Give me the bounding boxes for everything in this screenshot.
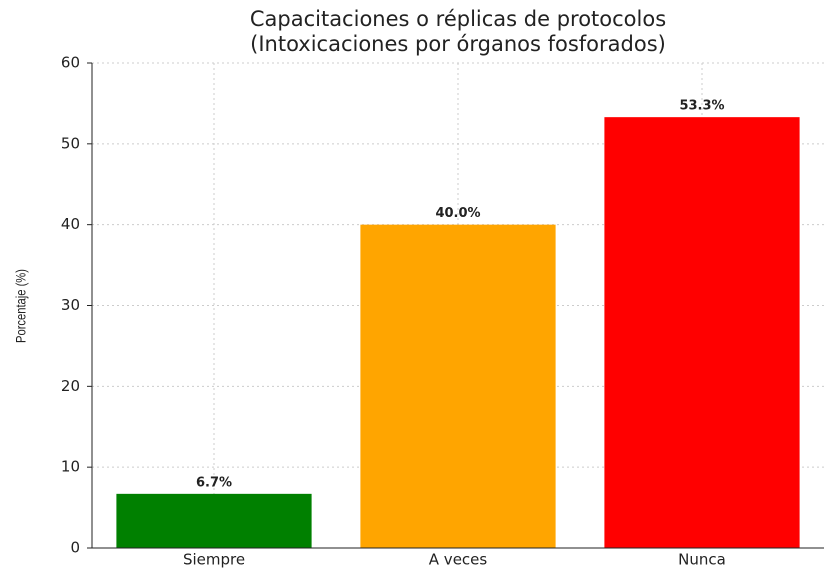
value-label: 40.0% bbox=[435, 206, 480, 221]
y-tick-label: 30 bbox=[61, 296, 80, 314]
bar bbox=[604, 117, 800, 549]
y-tick-label: 20 bbox=[61, 377, 80, 395]
value-label: 6.7% bbox=[196, 475, 232, 490]
y-tick-label: 0 bbox=[70, 539, 80, 557]
y-axis-label: Porcentaje (%) bbox=[14, 269, 29, 343]
value-label: 53.3% bbox=[679, 99, 724, 114]
y-tick-label: 60 bbox=[61, 54, 80, 72]
x-tick-label: Siempre bbox=[183, 551, 245, 569]
bar bbox=[116, 493, 312, 548]
chart-title: Capacitaciones o réplicas de protocolos bbox=[250, 7, 666, 31]
x-tick-label: Nunca bbox=[678, 551, 726, 569]
y-tick-label: 40 bbox=[61, 215, 80, 233]
y-tick-label: 10 bbox=[61, 458, 80, 476]
bar bbox=[360, 224, 556, 548]
y-tick-label: 50 bbox=[61, 134, 80, 152]
chart-title: (Intoxicaciones por órganos fosforados) bbox=[250, 32, 666, 56]
x-tick-label: A veces bbox=[429, 551, 488, 569]
